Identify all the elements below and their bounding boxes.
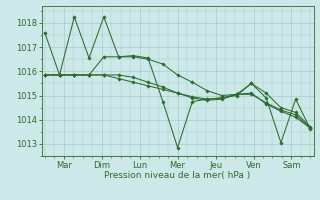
X-axis label: Pression niveau de la mer( hPa ): Pression niveau de la mer( hPa ) [104, 171, 251, 180]
